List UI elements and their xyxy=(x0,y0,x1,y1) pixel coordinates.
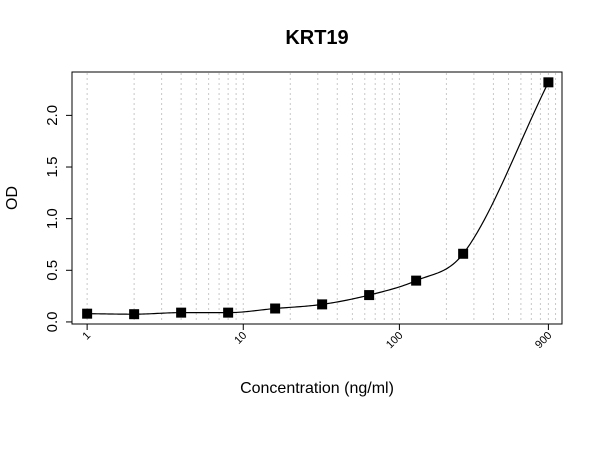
x-tick-label: 100 xyxy=(384,330,405,351)
data-point xyxy=(129,309,140,320)
data-point xyxy=(176,307,187,318)
y-axis-label: OD xyxy=(4,186,21,210)
data-point xyxy=(223,307,234,318)
fit-curve xyxy=(87,82,549,315)
data-point xyxy=(82,308,93,319)
x-axis-label: Concentration (ng/ml) xyxy=(240,380,394,397)
plot-frame xyxy=(71,71,563,325)
y-tick-label: 0.0 xyxy=(44,312,61,333)
y-tick-label: 2.0 xyxy=(44,105,61,126)
chart-title: KRT19 xyxy=(285,27,348,49)
data-point xyxy=(411,275,422,286)
grid xyxy=(86,73,557,323)
y-tick-label: 0.5 xyxy=(44,260,61,281)
y-axis: 0.0 0.5 1.0 1.5 2.0 xyxy=(44,105,72,332)
data-point xyxy=(543,77,554,88)
data-point xyxy=(317,299,328,310)
data-point xyxy=(364,290,375,301)
data-point xyxy=(458,248,469,259)
x-axis: 1 10 100 900 xyxy=(80,324,555,351)
x-tick-label: 10 xyxy=(232,330,249,347)
data-point xyxy=(270,303,281,314)
y-tick-label: 1.0 xyxy=(44,208,61,229)
x-tick-label: 900 xyxy=(533,330,554,351)
x-tick-label: 1 xyxy=(80,330,93,343)
y-tick-label: 1.5 xyxy=(44,157,61,178)
data-points xyxy=(82,77,554,320)
